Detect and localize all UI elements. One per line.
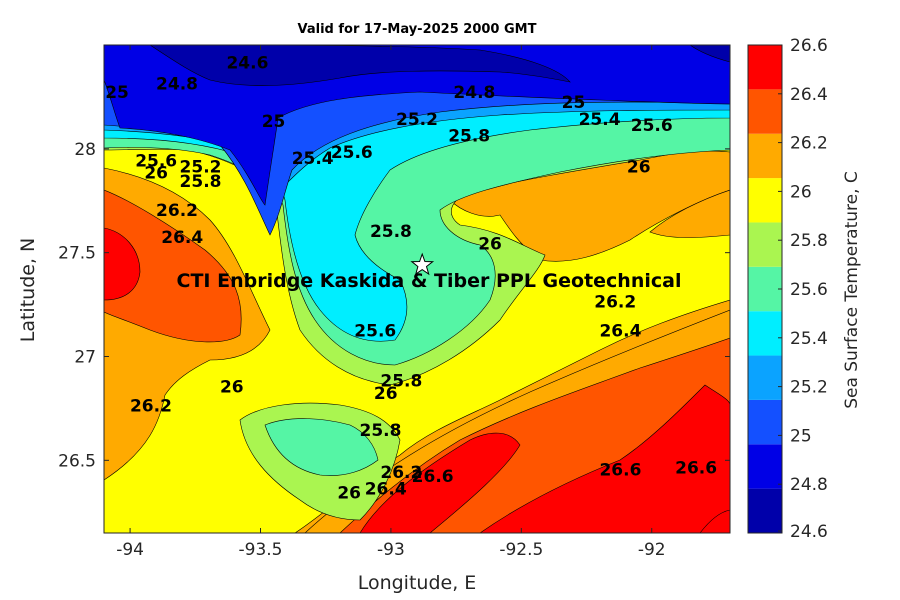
colorbar-swatch	[748, 266, 782, 312]
x-axis: -94 -93.5 -93 -92.5 -92	[116, 45, 666, 560]
colorbar-tick-label: 25.8	[790, 231, 828, 251]
contour-label: 25.4	[292, 149, 334, 169]
contour-label: 24.8	[156, 74, 198, 94]
contour-label: 26	[337, 484, 361, 504]
contour-label: 25.8	[360, 421, 402, 441]
x-axis-label: Longitude, E	[357, 572, 477, 594]
colorbar-swatch	[748, 444, 782, 489]
colorbar-swatch	[748, 355, 782, 400]
y-axis-label: Latitude, N	[17, 237, 39, 343]
contour-label: 26	[220, 378, 244, 398]
colorbar-swatch	[748, 222, 782, 267]
colorbar-tick-label: 25.6	[790, 280, 828, 300]
colorbar-swatch	[748, 311, 782, 356]
plot-frame	[103, 44, 731, 534]
contour-label: 25.2	[180, 158, 222, 178]
contour-label: 25.6	[135, 151, 177, 171]
contour-label: 25.6	[354, 322, 396, 342]
contour-label: 26.6	[412, 467, 454, 487]
contour-label: 26	[374, 384, 398, 404]
colorbar-swatch	[748, 45, 782, 90]
contour-label: 26.2	[156, 201, 198, 221]
contour-label: 25	[262, 112, 286, 132]
contour-label: 25	[562, 93, 586, 113]
contour-label: 25.8	[180, 172, 222, 192]
colorbar-tick-label: 25.2	[790, 378, 828, 398]
colorbar-swatch	[748, 133, 782, 179]
colorbar-tick-label: 26	[790, 182, 812, 202]
contour-label: 26	[627, 158, 651, 178]
colorbar-swatch	[748, 399, 782, 445]
colorbar-swatch	[748, 89, 782, 134]
chart-title: Valid for 17-May-2025 2000 GMT	[297, 22, 537, 37]
contour-label: 26.6	[599, 461, 641, 481]
colorbar-tick-label: 26.6	[790, 36, 828, 56]
colorbar-tick-label: 26.2	[790, 134, 828, 154]
colorbar: 24.6 24.8 25 25.2 25.4 25.6 25.8 26 26.2 26.4 26.6	[747, 36, 828, 542]
contour-label: 26	[144, 164, 168, 184]
contour-label: 25.4	[579, 110, 621, 130]
colorbar-swatch	[748, 178, 782, 223]
contour-label: 26.4	[599, 322, 641, 342]
site-marker: CTI Enbridge Kaskida & Tiber PPL Geotech…	[177, 252, 682, 292]
colorbar-tick-label: 26.4	[790, 85, 828, 105]
y-tick-label: 26.5	[58, 451, 96, 471]
x-tick-label: -93.5	[239, 540, 283, 560]
contour-label: 25.2	[396, 110, 438, 130]
site-label: CTI Enbridge Kaskida & Tiber PPL Geotech…	[177, 270, 682, 292]
y-tick-label: 28	[74, 140, 96, 160]
site-star-icon	[410, 252, 435, 276]
contour-fills	[104, 45, 730, 533]
contour-label: 25.6	[331, 143, 373, 163]
contour-label: 25.6	[631, 116, 673, 136]
colorbar-tick-label: 25.4	[790, 329, 828, 349]
contour-label: 25	[105, 83, 129, 103]
x-tick-label: -92.5	[499, 540, 543, 560]
contour-label: 26.2	[130, 396, 172, 416]
x-tick-label: -94	[116, 540, 144, 560]
contour-label: 24.6	[226, 54, 268, 74]
colorbar-tick-label: 24.6	[790, 522, 828, 542]
contour-label: 26	[478, 234, 502, 254]
colorbar-label: Sea Surface Temperature, C	[842, 171, 862, 409]
colorbar-tick-label: 24.8	[790, 475, 828, 495]
contour-label: 26.6	[675, 459, 717, 479]
colorbar-swatch	[748, 488, 782, 533]
y-tick-label: 27	[74, 347, 96, 367]
contour-label: 25.8	[370, 222, 412, 242]
contour-label: 26.2	[380, 463, 422, 483]
contour-label: 24.8	[453, 83, 495, 103]
colorbar-tick-label: 25	[790, 426, 812, 446]
contour-label: 26.4	[365, 479, 407, 499]
y-tick-label: 27.5	[58, 244, 96, 264]
y-axis: 26.5 27 27.5 28	[58, 140, 730, 471]
x-tick-label: -92	[638, 540, 666, 560]
contour-label: 25.8	[448, 126, 490, 146]
x-tick-label: -93	[377, 540, 405, 560]
contour-label: 26.2	[594, 292, 636, 312]
contour-label: 26.4	[161, 228, 203, 248]
contour-label: 25.8	[380, 371, 422, 391]
